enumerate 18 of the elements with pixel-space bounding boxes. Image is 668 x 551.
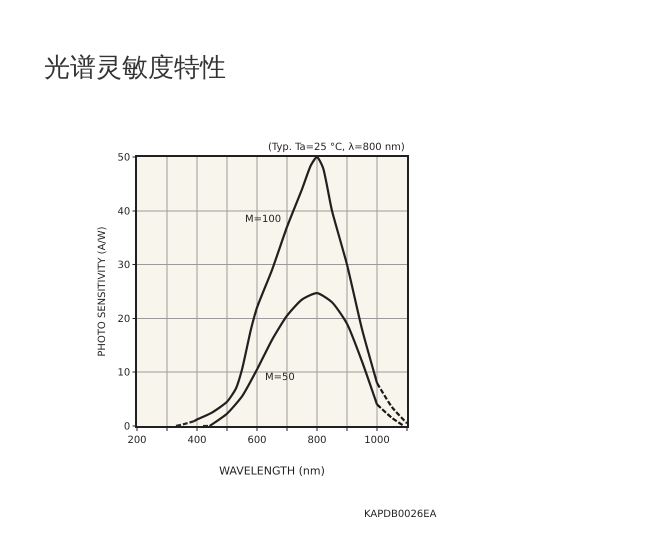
x-axis-title: WAVELENGTH (nm) [219, 464, 325, 478]
x-tick-label: 600 [247, 434, 267, 446]
y-tick-label: 40 [118, 206, 130, 218]
x-tick-label: 1000 [364, 434, 390, 446]
y-tick-label: 20 [118, 314, 130, 325]
y-tick-label: 10 [118, 368, 130, 379]
series-label: M=50 [265, 372, 295, 383]
series-label: M=100 [245, 214, 282, 225]
text: (Typ. Ta=25 °C, λ=800 nm) [268, 142, 405, 153]
chart-title: 光谱灵敏度特性 [44, 53, 226, 84]
y-tick-label: 30 [118, 260, 130, 272]
text: KAPDB0026EA [364, 509, 437, 520]
x-tick-label: 400 [187, 434, 207, 446]
y-axis-title: PHOTO SENSITIVITY (A/W) [97, 226, 108, 357]
x-tick-label: 200 [127, 434, 147, 446]
y-tick-label: 0 [124, 422, 130, 432]
x-tick-label: 800 [307, 434, 327, 446]
y-tick-label: 50 [118, 152, 130, 164]
